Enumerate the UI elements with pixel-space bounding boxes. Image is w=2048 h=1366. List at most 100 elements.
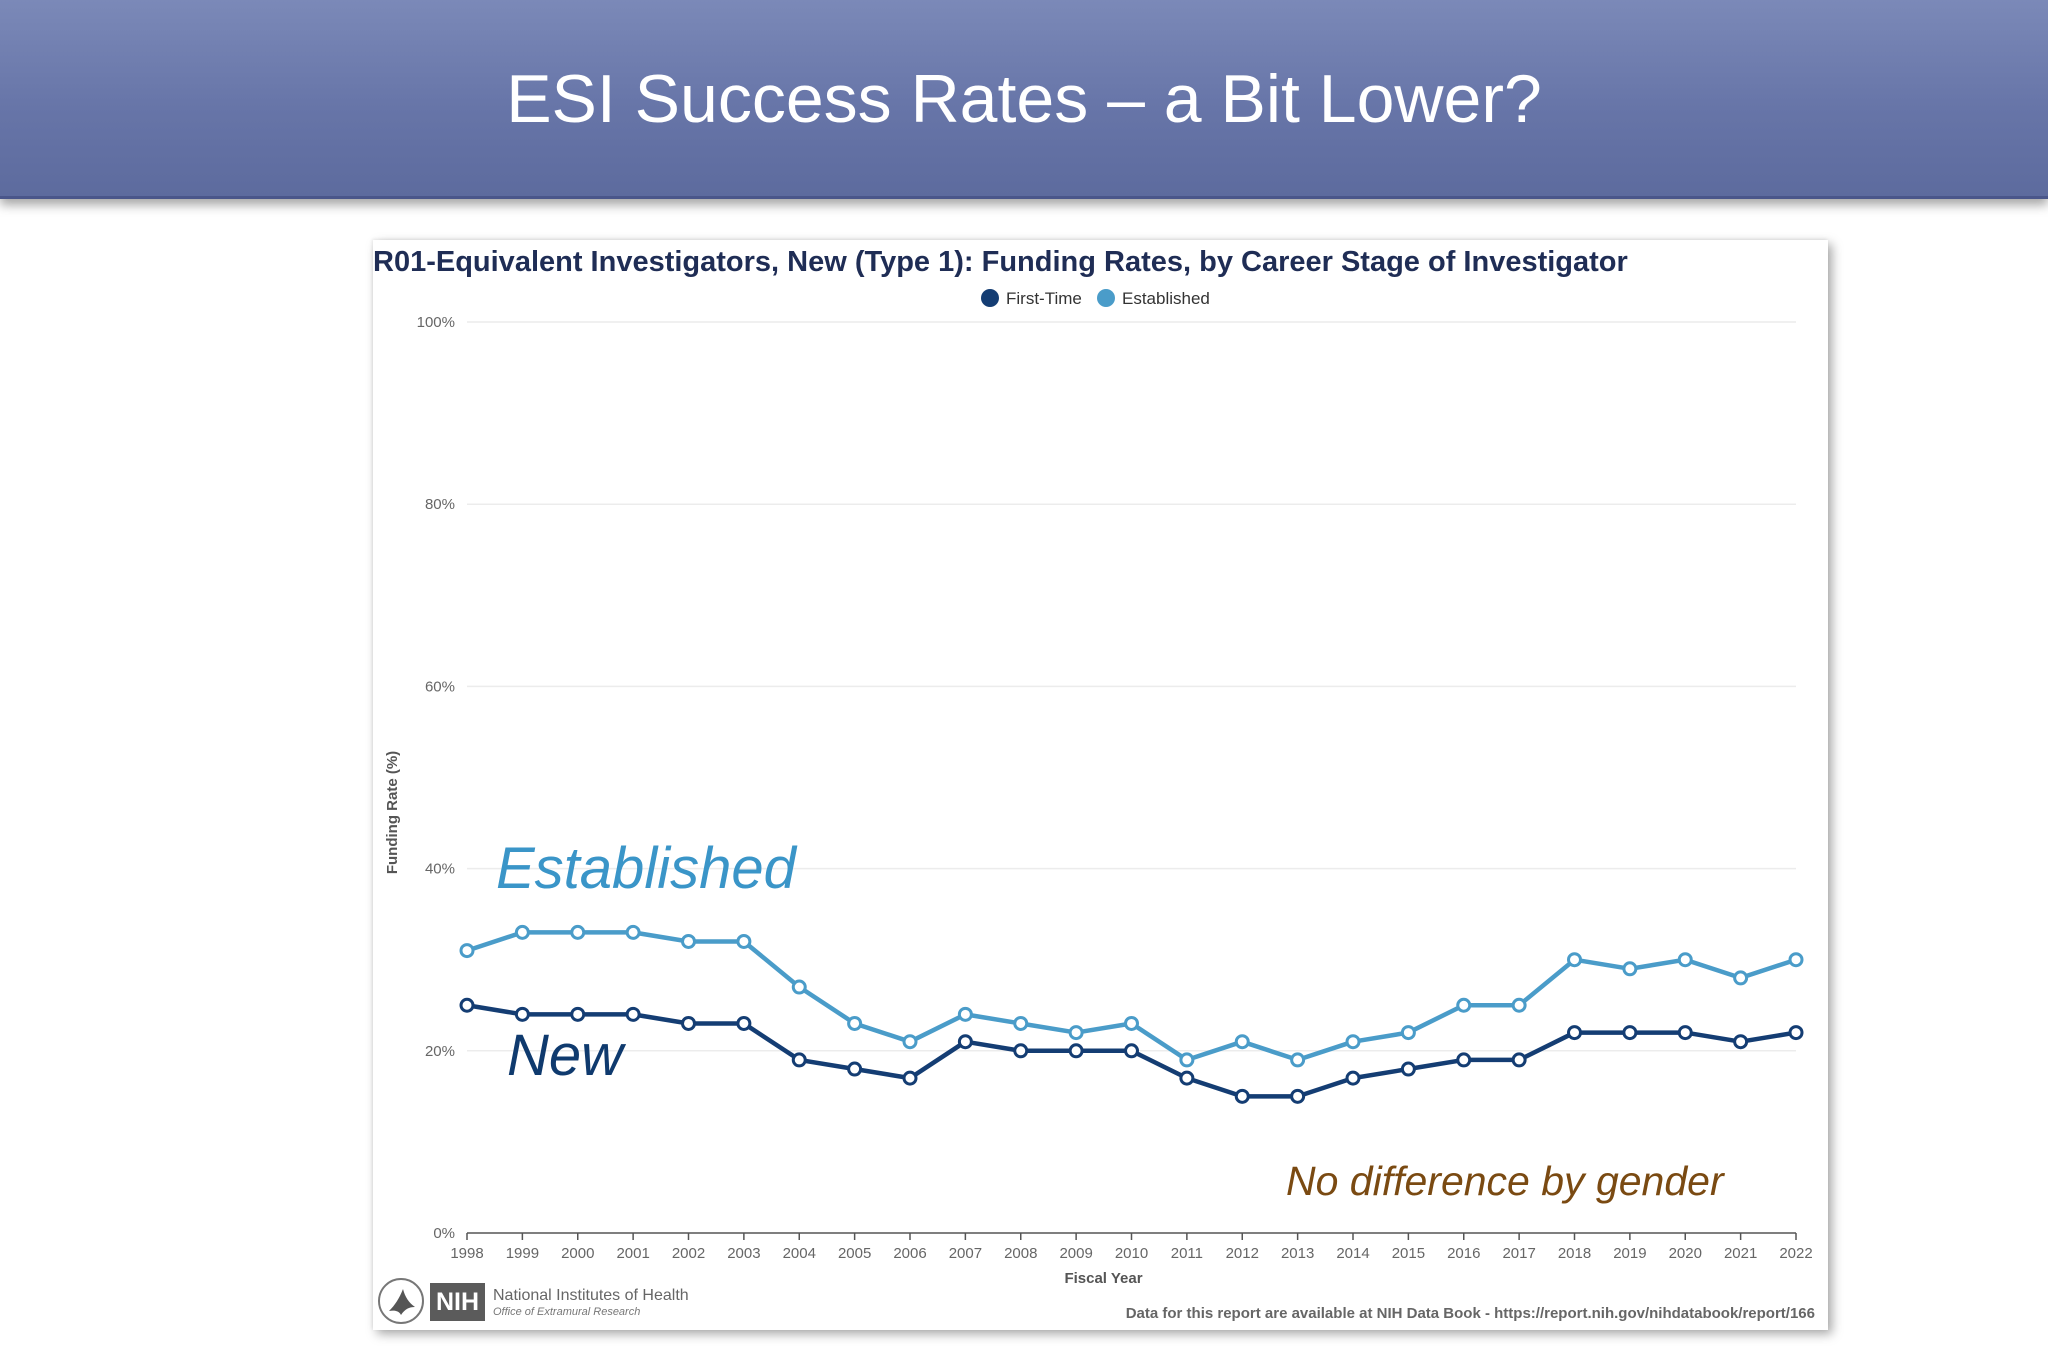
x-tick-label: 2019: [1613, 1245, 1646, 1262]
data-point: [902, 1070, 918, 1086]
x-tick-label: 2014: [1336, 1245, 1369, 1262]
established-annotation: Established: [496, 836, 796, 901]
data-point: [1788, 952, 1804, 968]
data-point: [1733, 1034, 1749, 1050]
data-point: [1677, 952, 1693, 968]
x-tick-label: 2008: [1004, 1245, 1037, 1262]
x-tick-label: 2018: [1558, 1245, 1591, 1262]
x-tick-label: 2003: [727, 1245, 760, 1262]
data-point: [570, 924, 586, 940]
x-tick-label: 2022: [1779, 1245, 1812, 1262]
x-tick-label: 2015: [1392, 1245, 1425, 1262]
x-tick-label: 1999: [506, 1245, 539, 1262]
x-axis: 1998 1999 2000 2001 2002 2003 2004 2005 2006 2007…: [450, 1232, 1813, 1262]
data-point: [1345, 1034, 1361, 1050]
legend-label-1: Established: [1122, 289, 1210, 308]
legend-marker-1: [1097, 289, 1115, 307]
data-point: [1068, 1025, 1084, 1041]
data-point: [957, 1006, 973, 1022]
funding-rate-chart: R01-Equivalent Investigators, New (Type …: [373, 246, 1815, 1322]
data-point: [1511, 997, 1527, 1013]
data-point: [1068, 1043, 1084, 1059]
data-point: [625, 924, 641, 940]
data-point: [681, 1015, 696, 1031]
source-note: Data for this report are available at NI…: [1126, 1305, 1815, 1322]
new-annotation: New: [507, 1023, 624, 1088]
data-point: [1179, 1070, 1195, 1086]
x-tick-label: 2006: [893, 1245, 926, 1262]
x-axis-title: Fiscal Year: [1064, 1270, 1142, 1287]
y-tick-label: 20%: [425, 1043, 455, 1060]
data-point: [1567, 1025, 1582, 1041]
y-axis-ticks: 0% 20% 40% 60% 80% 100%: [417, 314, 455, 1242]
data-point: [847, 1015, 863, 1031]
data-point: [1511, 1052, 1527, 1068]
y-tick-label: 80%: [425, 496, 455, 513]
nih-office: Office of Extramural Research: [493, 1306, 641, 1318]
data-point: [736, 1015, 752, 1031]
data-point: [1290, 1088, 1306, 1104]
data-point: [1013, 1015, 1029, 1031]
data-point: [1345, 1070, 1361, 1086]
data-point: [1622, 961, 1638, 977]
data-point: [1124, 1043, 1139, 1059]
data-point: [625, 1006, 641, 1022]
x-tick-label: 2009: [1059, 1245, 1092, 1262]
x-tick-label: 2011: [1171, 1245, 1203, 1262]
x-tick-label: 2005: [838, 1245, 871, 1262]
x-tick-label: 2010: [1115, 1245, 1148, 1262]
x-tick-label: 2012: [1226, 1245, 1259, 1262]
y-tick-label: 100%: [417, 314, 455, 331]
x-tick-label: 2016: [1447, 1245, 1480, 1262]
slide-header-banner: ESI Success Rates – a Bit Lower?: [0, 0, 2048, 199]
data-point: [1677, 1025, 1693, 1041]
data-point: [791, 979, 807, 995]
chart-card: R01-Equivalent Investigators, New (Type …: [373, 240, 1828, 1330]
data-point: [1400, 1025, 1416, 1041]
y-axis-title: Funding Rate (%): [384, 751, 401, 874]
x-tick-label: 2021: [1724, 1245, 1757, 1262]
x-tick-label: 2013: [1281, 1245, 1314, 1262]
nih-badge: NIH: [430, 1283, 485, 1321]
y-tick-label: 40%: [425, 861, 455, 878]
y-tick-label: 0%: [433, 1225, 455, 1242]
slide-title: ESI Success Rates – a Bit Lower?: [506, 61, 1542, 137]
data-point: [1456, 997, 1472, 1013]
legend-marker-0: [981, 289, 999, 307]
y-tick-label: 60%: [425, 678, 455, 695]
data-point: [459, 997, 475, 1013]
data-point: [1234, 1088, 1250, 1104]
data-point: [570, 1006, 586, 1022]
data-point: [1013, 1043, 1029, 1059]
chart-legend: First-Time Established: [981, 289, 1210, 308]
data-point: [1622, 1025, 1638, 1041]
nih-logo: NIH National Institutes of Health Office…: [377, 1277, 737, 1327]
data-point: [459, 943, 475, 959]
chart-series: [459, 924, 1804, 1104]
data-point: [514, 1006, 530, 1022]
x-tick-label: 2001: [616, 1245, 649, 1262]
data-point: [1290, 1052, 1306, 1068]
data-point: [1733, 970, 1749, 986]
data-point: [791, 1052, 807, 1068]
x-tick-label: 2004: [783, 1245, 816, 1262]
data-point: [1124, 1015, 1139, 1031]
data-point: [1179, 1052, 1195, 1068]
data-point: [1400, 1061, 1416, 1077]
chart-title: R01-Equivalent Investigators, New (Type …: [373, 246, 1628, 278]
data-point: [736, 933, 752, 949]
x-tick-label: 2020: [1669, 1245, 1702, 1262]
data-point: [902, 1034, 918, 1050]
data-point: [1234, 1034, 1250, 1050]
data-point: [957, 1034, 973, 1050]
data-point: [1788, 1025, 1804, 1041]
series-line-1: [466, 930, 1797, 1063]
data-point: [514, 924, 530, 940]
x-tick-label: 2002: [672, 1245, 705, 1262]
x-tick-label: 1998: [450, 1245, 483, 1262]
chart-gridlines: [467, 321, 1796, 1052]
data-point: [847, 1061, 863, 1077]
data-point: [1456, 1052, 1472, 1068]
x-tick-label: 2007: [949, 1245, 982, 1262]
gender-annotation: No difference by gender: [1286, 1158, 1724, 1204]
